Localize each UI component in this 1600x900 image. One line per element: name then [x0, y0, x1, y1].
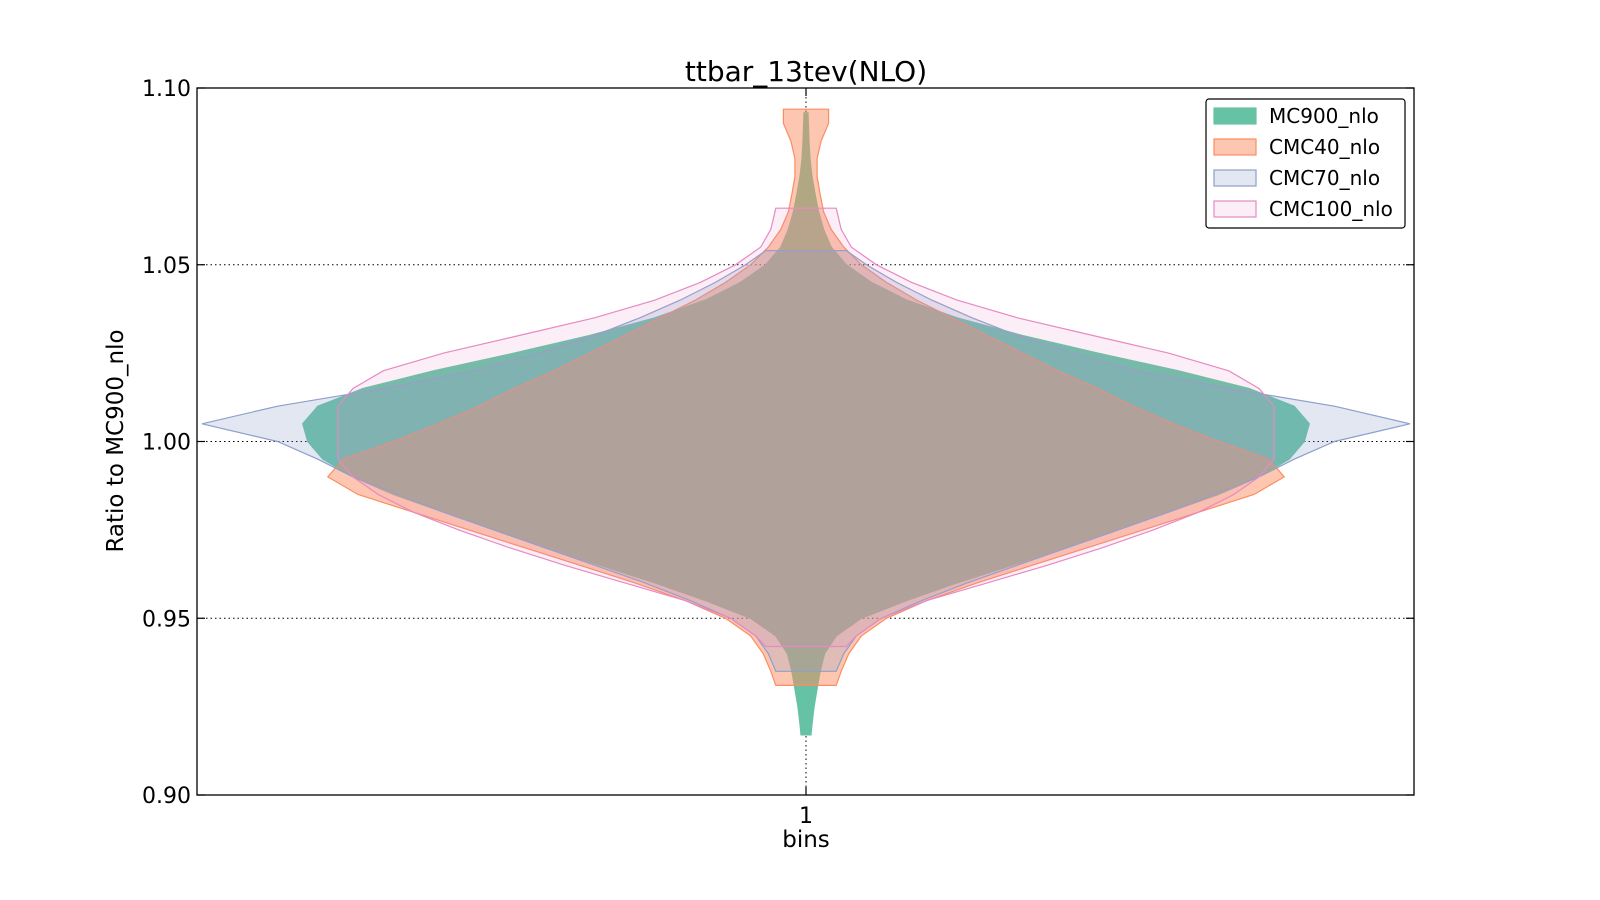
- legend-swatch-mc900-nlo: [1213, 107, 1257, 125]
- legend-items: MC900_nlo CMC40_nlo CMC70_nlo CMC100_nlo: [1213, 104, 1393, 221]
- legend-swatch-cmc40-nlo: [1213, 138, 1257, 156]
- x-tick-label: 1: [799, 804, 813, 829]
- violin-cmc40-nlo: [326, 108, 1286, 686]
- ticks-layer: 0.90 0.95 1.00 1.05 1.10 1: [142, 77, 1414, 829]
- y-axis-label: Ratio to MC900_nlo: [103, 329, 129, 552]
- violin-cmc70-nlo: [201, 250, 1411, 672]
- y-tick-label: 0.90: [142, 784, 191, 809]
- x-axis-label: bins: [782, 827, 830, 853]
- chart-title: ttbar_13tev(NLO): [685, 55, 927, 88]
- legend-label-cmc100-nlo: CMC100_nlo: [1269, 197, 1393, 221]
- violin-cmc100-nlo: [337, 207, 1275, 648]
- legend-label-cmc70-nlo: CMC70_nlo: [1269, 166, 1380, 190]
- y-tick-label: 1.10: [142, 77, 191, 102]
- legend-swatch-cmc100-nlo: [1213, 200, 1257, 218]
- legend-label-cmc40-nlo: CMC40_nlo: [1269, 135, 1380, 159]
- legend: MC900_nlo CMC40_nlo CMC70_nlo CMC100_nlo: [1205, 98, 1406, 229]
- legend-swatch-cmc70-nlo: [1213, 169, 1257, 187]
- y-tick-label: 1.00: [142, 431, 191, 456]
- legend-label-mc900-nlo: MC900_nlo: [1269, 104, 1379, 128]
- legend-box: [1205, 98, 1406, 229]
- y-tick-label: 0.95: [142, 607, 191, 632]
- y-tick-label: 1.05: [142, 254, 191, 279]
- violins-layer: [201, 108, 1411, 736]
